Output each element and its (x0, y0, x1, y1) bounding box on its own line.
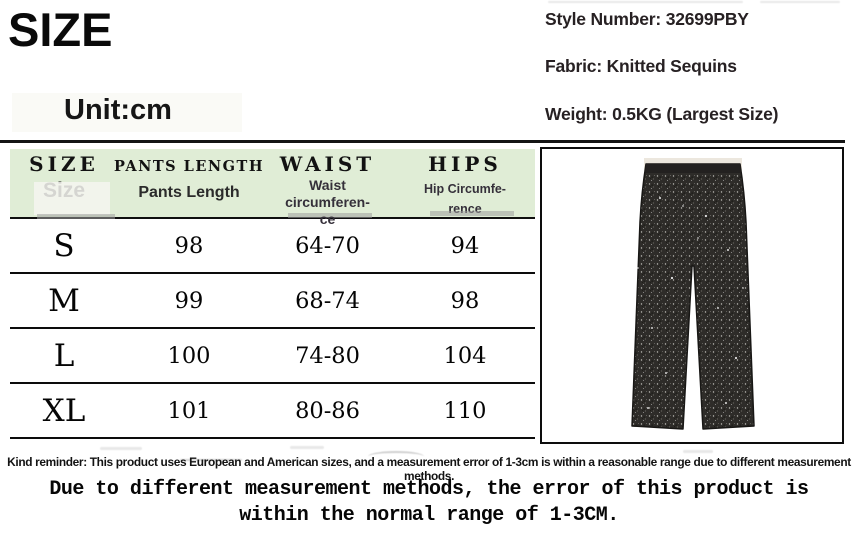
product-photo-pants (631, 158, 755, 430)
cell-hips: 94 (450, 232, 480, 259)
table-row-s: S 98 64-70 94 (10, 219, 535, 274)
table-row-l: L 100 74-80 104 (10, 329, 535, 384)
column-header-pants-length-cn: PANTS LENGTH (113, 158, 265, 175)
cell-waist: 80-86 (295, 397, 360, 424)
kind-reminder-text: Kind reminder: This product uses Europea… (7, 455, 851, 483)
table-row-m: M 99 68-74 98 (10, 274, 535, 329)
cell-hips: 110 (443, 397, 487, 424)
column-header-waist-cn: WAIST (279, 152, 376, 176)
cell-waist: 64-70 (295, 232, 360, 259)
divider-rule (0, 140, 845, 143)
page-title: SIZE (8, 3, 113, 56)
column-header-hips-cn: HIPS (428, 152, 502, 176)
column-header-waist-en-line1: Waist (309, 177, 346, 193)
cell-waist: 68-74 (295, 287, 360, 314)
measurement-note-line2: within the normal range of 1-3CM. (239, 504, 619, 527)
product-photo-frame (540, 147, 844, 444)
unit-label: Unit:cm (64, 94, 172, 126)
column-header-pants-length-en: Pants Length (138, 184, 240, 201)
style-number: Style Number: 32699PBY (545, 9, 749, 29)
header-highlight-artifact (34, 182, 110, 215)
cell-size: M (48, 282, 80, 319)
column-header-pants-length: PANTS LENGTH Pants Length (114, 149, 263, 227)
fabric: Fabric: Knitted Sequins (545, 56, 737, 76)
cell-size: S (53, 227, 75, 264)
cell-pants-length: 98 (174, 232, 204, 259)
cell-size: XL (42, 392, 86, 429)
crop-artifact (548, 1, 743, 3)
column-header-waist-en-line2: circumferen- (285, 194, 370, 210)
cell-pants-length: 100 (167, 342, 211, 369)
footer-artifact (683, 450, 713, 453)
cell-pants-length: 99 (174, 287, 204, 314)
crop-artifact (760, 1, 840, 3)
unit-label-background (12, 93, 242, 132)
footer-artifact (180, 459, 242, 461)
table-row-xl: XL 101 80-86 110 (10, 384, 535, 439)
cell-waist: 74-80 (295, 342, 360, 369)
weight: Weight: 0.5KG (Largest Size) (545, 104, 779, 124)
column-header-waist-en-line3: ce (319, 211, 336, 227)
header-underline-artifact (288, 213, 372, 218)
header-underline-artifact (37, 214, 115, 219)
cell-hips: 104 (443, 342, 487, 369)
size-table-header: SIZE Size PANTS LENGTH Pants Length WAIS… (10, 149, 535, 227)
product-info: Style Number: 32699PBY Fabric: Knitted S… (545, 9, 855, 125)
header-underline-artifact (430, 211, 514, 216)
column-header-size-cn: SIZE (29, 152, 99, 176)
cell-size: L (53, 337, 75, 374)
cell-pants-length: 101 (167, 397, 211, 424)
footer-artifact (368, 451, 424, 462)
measurement-note-line1: Due to different measurement methods, th… (49, 478, 809, 501)
column-header-waist: WAIST Waist circumferen- ce (260, 149, 395, 227)
cell-hips: 98 (450, 287, 480, 314)
column-header-hips-en-line1: Hip Circumfe- (424, 182, 506, 196)
footer-artifact (100, 447, 142, 450)
size-table: SIZE Size PANTS LENGTH Pants Length WAIS… (10, 149, 535, 439)
footer-artifact (290, 446, 324, 449)
